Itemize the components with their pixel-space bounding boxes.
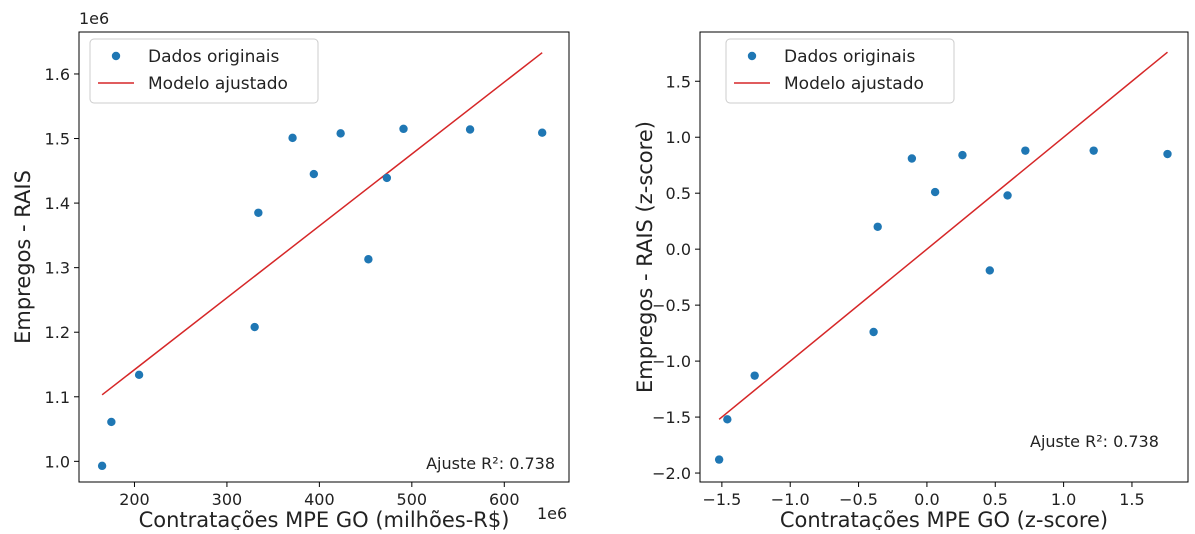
data-point: [107, 417, 116, 427]
r2-annotation: Ajuste R²: 0.738: [426, 454, 555, 473]
x-tick-label: −1.5: [702, 490, 741, 509]
data-point: [1163, 149, 1172, 159]
chart-2: −1.5 −1.0 −0.5 0.0 0.5 1.0 1.5 −2.0 −1.5 −1.0 −0.5…: [633, 31, 1189, 532]
legend-marker: [747, 51, 757, 61]
y-tick-label: 1.3: [45, 259, 70, 278]
x-offset-text: 1e6: [537, 504, 567, 523]
data-point: [1021, 146, 1030, 155]
y-tick-label: −0.5: [652, 296, 691, 315]
legend-marker: [111, 51, 121, 61]
y-tick-label: 0.0: [666, 240, 691, 259]
data-point: [985, 266, 994, 275]
data-point: [1003, 191, 1012, 200]
x-tick-label: −1.0: [771, 490, 810, 509]
fit-line: [718, 51, 1168, 420]
data-point: [336, 129, 345, 138]
x-axis-label: Contratações MPE GO (milhões-R$): [139, 508, 510, 530]
data-point: [537, 128, 547, 137]
legend-label: Dados originais: [148, 47, 280, 67]
x-tick-label: 300: [212, 490, 243, 509]
y-axis-label: Empregos - RAIS (z-score): [633, 121, 657, 393]
plot-frame: [78, 31, 570, 483]
legend: Dados originais Modelo ajustado: [725, 38, 955, 104]
x-tick-label: 0.0: [914, 490, 939, 509]
y-tick-label: −2.0: [652, 464, 691, 483]
y-tick-label: 1.4: [45, 194, 70, 213]
data-point: [250, 322, 259, 332]
legend-box: [89, 38, 319, 104]
x-tick-label: 600: [489, 490, 520, 509]
plot-frame: [699, 31, 1189, 483]
y-tick-label: 1.5: [666, 72, 691, 91]
data-point: [958, 150, 967, 160]
r2-annotation: Ajuste R²: 0.738: [1030, 432, 1159, 451]
data-point: [288, 133, 297, 143]
x-tick-label: 500: [397, 490, 428, 509]
x-tick-label: 1.5: [1119, 490, 1144, 509]
y-tick-label: −1.5: [652, 408, 691, 427]
y-tick-label: 0.5: [666, 184, 691, 203]
y-tick-label: 1.2: [45, 323, 70, 342]
x-tick-label: −0.5: [839, 490, 878, 509]
x-tick-label: 0.5: [983, 490, 1008, 509]
data-point: [869, 327, 878, 337]
data-point: [1089, 146, 1098, 155]
data-point: [714, 455, 724, 464]
y-tick-label: −1.0: [652, 352, 691, 371]
y-tick-label: 1.6: [45, 65, 70, 84]
y-tick-label: 1.0: [45, 452, 70, 471]
legend-label: Modelo ajustado: [784, 74, 924, 94]
legend: Dados originais Modelo ajustado: [89, 38, 319, 104]
chart-1: 200 300 400 500 600 1.0 1.1 1.2 1.3 1.4 1.5 1.6 Cont…: [11, 9, 570, 532]
data-point: [309, 169, 319, 179]
y-axis-label: Empregos - RAIS: [11, 170, 35, 344]
y-tick-label: 1.0: [666, 128, 691, 147]
data-point: [930, 187, 940, 197]
y-tick-label: 1.1: [45, 388, 70, 407]
legend-box: [725, 38, 955, 104]
legend-label: Dados originais: [784, 47, 916, 67]
x-tick-label: 1.0: [1051, 490, 1076, 509]
data-point: [465, 125, 475, 134]
data-point: [723, 415, 732, 424]
y-tick-label: 1.5: [45, 130, 70, 149]
data-point: [907, 154, 917, 163]
data-point: [134, 370, 144, 380]
x-axis-label: Contratações MPE GO (z-score): [780, 508, 1108, 530]
data-point: [382, 173, 392, 183]
fit-line: [101, 52, 543, 396]
data-point: [873, 222, 882, 231]
x-tick-label: 400: [304, 490, 335, 509]
data-point: [399, 124, 408, 134]
x-tick-label: 200: [119, 490, 150, 509]
data-point: [254, 208, 263, 217]
data-point: [364, 255, 373, 264]
legend-label: Modelo ajustado: [148, 74, 288, 94]
y-offset-text: 1e6: [79, 9, 109, 28]
data-point: [750, 371, 759, 380]
data-point: [97, 461, 107, 471]
